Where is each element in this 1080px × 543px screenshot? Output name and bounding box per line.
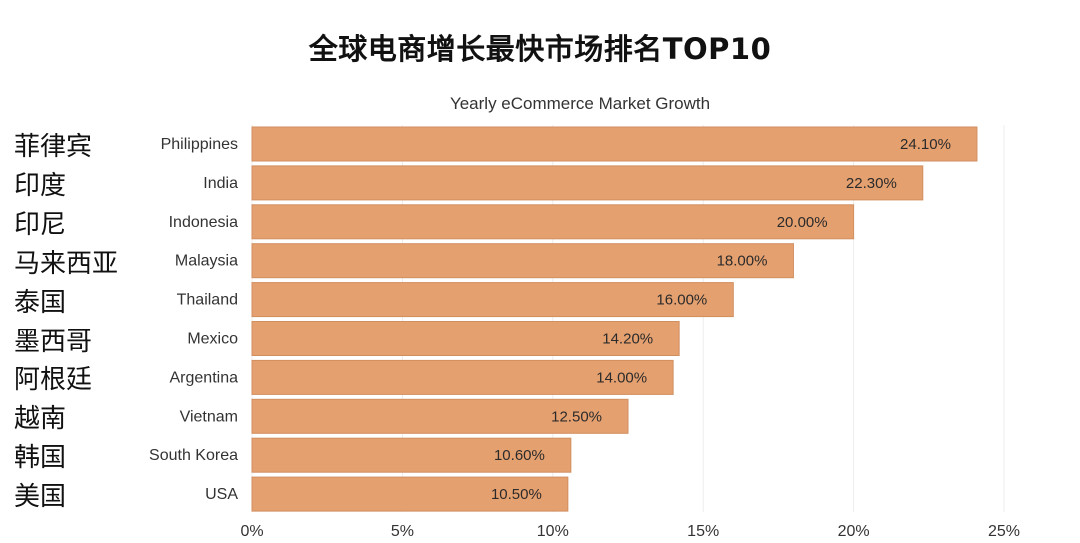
category-label: USA: [205, 486, 238, 503]
chinese-country-label: 菲律宾: [14, 132, 93, 162]
x-tick-label: 10%: [537, 523, 569, 540]
x-tick-label: 20%: [838, 523, 870, 540]
bar: [251, 359, 674, 395]
chinese-country-label: 越南: [14, 404, 67, 435]
chinese-country-label: 韩国: [14, 443, 67, 474]
chart-title: Yearly eCommerce Market Growth: [449, 94, 711, 113]
x-tick-label: 15%: [687, 523, 719, 540]
data-label: 22.30%: [846, 175, 897, 192]
bar: [251, 398, 629, 434]
page-title: 全球电商增长最快市场排名TOP10: [308, 32, 772, 66]
data-label: 12.50%: [551, 408, 602, 425]
data-label: 14.00%: [596, 369, 647, 386]
chinese-country-label: 印尼: [14, 209, 67, 240]
data-label: 20.00%: [777, 214, 828, 231]
category-label: Malaysia: [175, 253, 238, 270]
chinese-country-label: 泰国: [14, 287, 67, 318]
x-tick-label: 0%: [240, 523, 263, 540]
data-label: 16.00%: [656, 292, 707, 309]
chinese-country-label: 墨西哥: [14, 326, 93, 357]
x-tick-label: 5%: [391, 523, 414, 540]
bar: [251, 476, 569, 512]
chinese-country-label: 阿根廷: [14, 365, 93, 396]
data-label: 24.10%: [900, 136, 951, 153]
bar: [251, 243, 794, 279]
category-label: Indonesia: [169, 214, 238, 231]
bar: [251, 321, 680, 356]
category-label: Vietnam: [180, 408, 238, 425]
chinese-country-label: 马来西亚: [14, 248, 119, 279]
bar: [251, 126, 978, 162]
data-label: 18.00%: [717, 253, 768, 270]
bar: [251, 204, 855, 240]
category-label: Argentina: [170, 369, 239, 386]
bar: [251, 165, 924, 201]
bar: [251, 437, 572, 473]
x-tick-label: 25%: [988, 523, 1020, 540]
chinese-country-label: 美国: [14, 482, 67, 513]
chinese-country-label: 印度: [14, 170, 67, 201]
data-label: 14.20%: [602, 331, 653, 348]
category-label: Mexico: [187, 331, 238, 348]
bar: [251, 282, 734, 318]
category-label: Philippines: [161, 136, 238, 153]
category-label: India: [203, 175, 238, 192]
category-label: Thailand: [177, 292, 238, 309]
category-label: South Korea: [149, 447, 238, 464]
data-label: 10.50%: [491, 486, 542, 503]
data-label: 10.60%: [494, 447, 545, 464]
